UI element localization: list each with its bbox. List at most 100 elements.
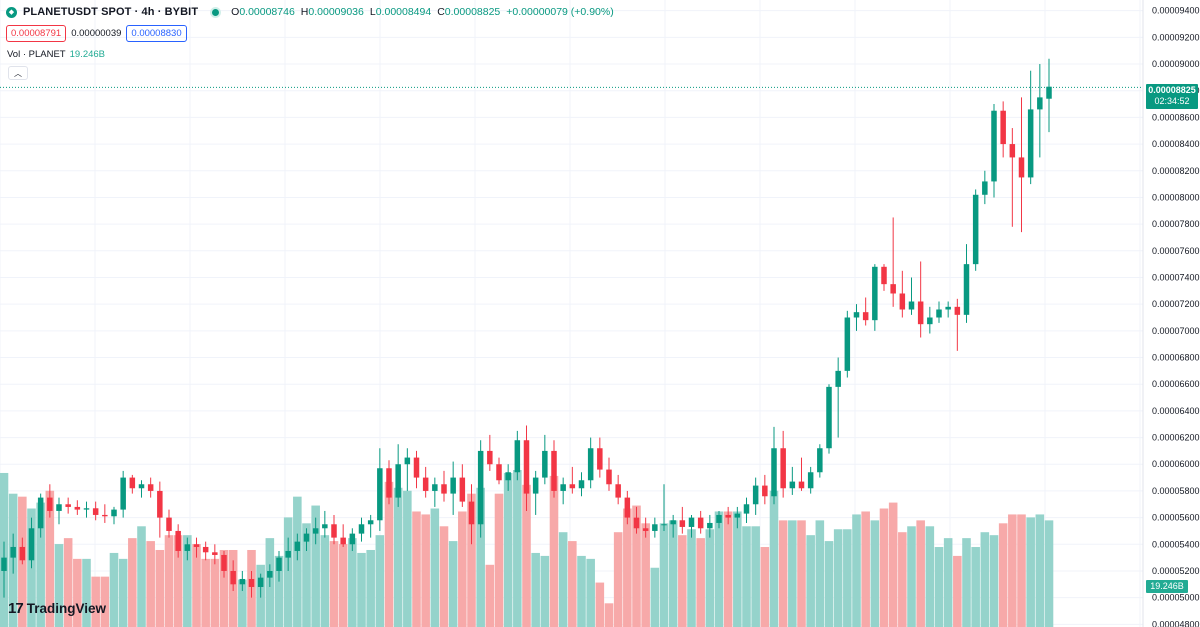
volume-bar	[366, 549, 375, 627]
volume-bar	[943, 538, 953, 627]
price-axis[interactable]: 0.000094000.000092000.000090000.00008800…	[1152, 6, 1200, 627]
volume-bar	[1017, 514, 1026, 627]
y-tick-label: 0.00009000	[1152, 59, 1200, 69]
volume-bar	[916, 520, 925, 627]
volume-bar	[467, 493, 476, 627]
candle-body	[267, 570, 273, 578]
candle-body	[294, 541, 301, 551]
grid-lines	[0, 0, 1143, 627]
candle-body	[835, 370, 841, 387]
volume-tag: 19.246B	[1146, 580, 1188, 593]
volume-bar	[659, 523, 669, 627]
candle-body	[111, 509, 117, 517]
candle-body	[587, 448, 594, 481]
candle-body	[945, 306, 951, 310]
current-price: 0.00008825	[1148, 85, 1196, 95]
chevron-up-icon: ︿	[14, 68, 22, 78]
candle-body	[523, 440, 530, 494]
candle-body	[789, 481, 796, 489]
candle-body	[19, 546, 26, 561]
low-value: 0.00008494	[375, 6, 432, 18]
volume-bar	[925, 526, 935, 627]
y-tick-label: 0.00006000	[1152, 459, 1200, 469]
candle-body	[551, 450, 557, 491]
volume-bar	[788, 520, 797, 627]
candle-body	[771, 448, 777, 497]
open-label: O	[231, 6, 240, 18]
candle-body	[936, 309, 942, 318]
volume-bar	[192, 544, 201, 627]
y-tick-label: 0.00006800	[1152, 353, 1200, 363]
low-label: L	[369, 6, 376, 18]
candle-body	[37, 497, 44, 529]
candle-body	[826, 386, 832, 449]
volume-bar	[549, 475, 559, 627]
y-tick-label: 0.00005000	[1152, 593, 1200, 603]
candle-body	[404, 457, 411, 465]
y-tick-label: 0.00006600	[1152, 379, 1200, 389]
volume-bar	[100, 576, 110, 627]
candle-body	[853, 312, 860, 318]
volume-bar	[980, 532, 990, 627]
volume-bar	[769, 490, 779, 627]
volume-bar	[146, 541, 155, 627]
collapse-legend-button[interactable]: ︿	[8, 66, 28, 80]
volume-bar	[632, 505, 641, 627]
candle-body	[276, 557, 282, 571]
candle-body	[716, 514, 722, 523]
candle-body	[1000, 110, 1006, 145]
y-tick-label: 0.00007000	[1152, 326, 1200, 336]
candle-body	[10, 546, 16, 558]
volume-bar	[1035, 514, 1045, 627]
candle-body	[477, 450, 484, 525]
tradingview-brand[interactable]: 17 TradingView	[8, 600, 106, 617]
volume-bar	[82, 558, 91, 627]
candle-body	[386, 468, 392, 498]
volume-bar	[962, 538, 971, 627]
y-tick-label: 0.00007200	[1152, 299, 1200, 309]
candle-body	[441, 484, 447, 494]
candle-body	[56, 504, 62, 511]
volume-value: 19.246B	[69, 49, 106, 60]
candle-body	[496, 464, 502, 481]
volume-bar	[63, 538, 73, 627]
candle-body	[28, 528, 35, 561]
volume-bar	[320, 535, 330, 627]
volume-bar	[375, 535, 385, 627]
candle-body	[138, 484, 145, 489]
buy-price-button[interactable]: 0.00008830	[126, 25, 187, 42]
candle-body	[157, 490, 163, 518]
candle-body	[578, 480, 585, 489]
y-tick-label: 0.00007600	[1152, 246, 1200, 256]
volume-bar	[898, 532, 907, 627]
volume-bar	[806, 535, 815, 627]
volume-bar	[274, 555, 284, 627]
volume-bar	[421, 514, 430, 627]
candle-body	[652, 524, 658, 531]
symbol-title[interactable]: PLANETUSDT SPOT · 4h · BYBIT	[23, 6, 199, 18]
candle-body	[615, 484, 621, 498]
volume-bar	[815, 520, 825, 627]
candle-body	[560, 484, 566, 491]
y-tick-label: 0.00009200	[1152, 32, 1200, 42]
candle-body	[688, 517, 695, 527]
volume-legend[interactable]: Vol · PLANET 19.246B	[7, 49, 105, 60]
volume-bar	[36, 502, 45, 627]
close-label: C	[437, 6, 445, 18]
volume-bar	[540, 555, 550, 627]
volume-bar	[778, 520, 788, 627]
candle-body	[734, 513, 741, 518]
volume-bar	[173, 535, 183, 627]
candle-body	[65, 504, 71, 507]
volume-bar	[384, 481, 394, 627]
candle-body	[917, 301, 924, 325]
high-value: 0.00009036	[308, 6, 364, 18]
volume-bar	[283, 517, 293, 627]
candle-body	[230, 570, 236, 585]
planet-logo-icon: ◆	[6, 6, 17, 18]
volume-bar	[714, 511, 724, 627]
sell-price-button[interactable]: 0.00008791	[6, 25, 67, 42]
volume-bar	[998, 523, 1008, 627]
candle-body	[991, 110, 997, 182]
